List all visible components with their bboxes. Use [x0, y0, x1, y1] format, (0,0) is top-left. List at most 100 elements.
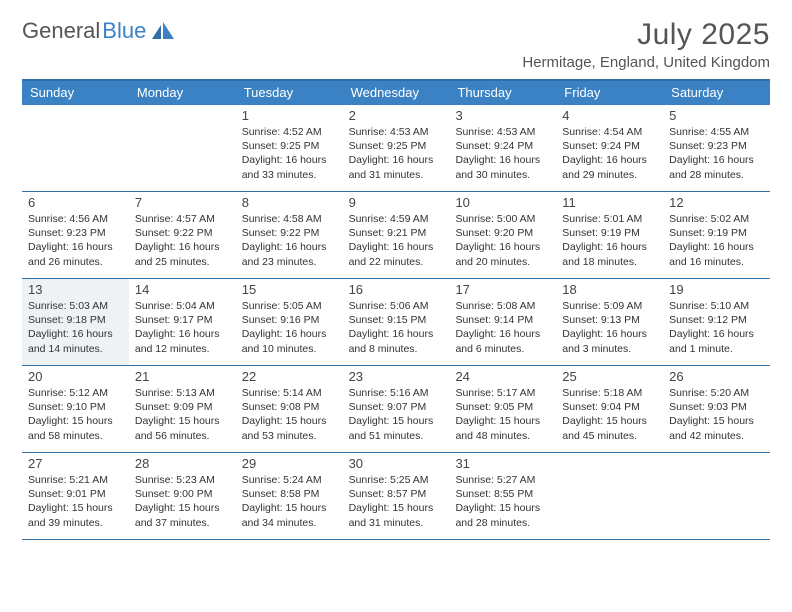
sunset-text: Sunset: 9:25 PM [242, 139, 337, 153]
daylight-line2: and 1 minute. [669, 342, 764, 356]
daylight-line2: and 28 minutes. [669, 168, 764, 182]
day-cell: 22Sunrise: 5:14 AMSunset: 9:08 PMDayligh… [236, 366, 343, 452]
sunset-text: Sunset: 9:18 PM [28, 313, 123, 327]
sunrise-text: Sunrise: 4:53 AM [455, 125, 550, 139]
sunrise-text: Sunrise: 5:10 AM [669, 299, 764, 313]
sunrise-text: Sunrise: 5:24 AM [242, 473, 337, 487]
week-row: 6Sunrise: 4:56 AMSunset: 9:23 PMDaylight… [22, 192, 770, 279]
daylight-line1: Daylight: 16 hours [455, 327, 550, 341]
daylight-line2: and 14 minutes. [28, 342, 123, 356]
sunrise-text: Sunrise: 5:09 AM [562, 299, 657, 313]
daylight-line1: Daylight: 16 hours [28, 240, 123, 254]
daylight-line1: Daylight: 15 hours [135, 414, 230, 428]
daylight-line2: and 34 minutes. [242, 516, 337, 530]
daylight-line2: and 56 minutes. [135, 429, 230, 443]
day-number: 13 [28, 282, 123, 297]
header-tuesday: Tuesday [236, 81, 343, 105]
day-cell: 19Sunrise: 5:10 AMSunset: 9:12 PMDayligh… [663, 279, 770, 365]
week-row: 13Sunrise: 5:03 AMSunset: 9:18 PMDayligh… [22, 279, 770, 366]
daylight-line2: and 8 minutes. [349, 342, 444, 356]
daylight-line2: and 20 minutes. [455, 255, 550, 269]
daylight-line2: and 26 minutes. [28, 255, 123, 269]
calendar-header-row: Sunday Monday Tuesday Wednesday Thursday… [22, 81, 770, 105]
daylight-line1: Daylight: 16 hours [562, 153, 657, 167]
sunset-text: Sunset: 9:09 PM [135, 400, 230, 414]
day-cell: 2Sunrise: 4:53 AMSunset: 9:25 PMDaylight… [343, 105, 450, 191]
day-number: 8 [242, 195, 337, 210]
day-number: 19 [669, 282, 764, 297]
day-number: 4 [562, 108, 657, 123]
daylight-line2: and 53 minutes. [242, 429, 337, 443]
daylight-line1: Daylight: 15 hours [242, 501, 337, 515]
sunrise-text: Sunrise: 4:52 AM [242, 125, 337, 139]
day-cell [129, 105, 236, 191]
daylight-line2: and 31 minutes. [349, 516, 444, 530]
sunset-text: Sunset: 9:21 PM [349, 226, 444, 240]
sunrise-text: Sunrise: 4:55 AM [669, 125, 764, 139]
sunset-text: Sunset: 9:24 PM [562, 139, 657, 153]
day-cell: 17Sunrise: 5:08 AMSunset: 9:14 PMDayligh… [449, 279, 556, 365]
sunrise-text: Sunrise: 5:12 AM [28, 386, 123, 400]
day-cell: 18Sunrise: 5:09 AMSunset: 9:13 PMDayligh… [556, 279, 663, 365]
sunrise-text: Sunrise: 5:20 AM [669, 386, 764, 400]
daylight-line1: Daylight: 16 hours [669, 153, 764, 167]
day-cell: 31Sunrise: 5:27 AMSunset: 8:55 PMDayligh… [449, 453, 556, 539]
day-cell: 1Sunrise: 4:52 AMSunset: 9:25 PMDaylight… [236, 105, 343, 191]
sunrise-text: Sunrise: 5:06 AM [349, 299, 444, 313]
day-cell: 9Sunrise: 4:59 AMSunset: 9:21 PMDaylight… [343, 192, 450, 278]
sunrise-text: Sunrise: 5:18 AM [562, 386, 657, 400]
day-cell: 23Sunrise: 5:16 AMSunset: 9:07 PMDayligh… [343, 366, 450, 452]
daylight-line2: and 39 minutes. [28, 516, 123, 530]
sunrise-text: Sunrise: 4:56 AM [28, 212, 123, 226]
sunset-text: Sunset: 9:14 PM [455, 313, 550, 327]
week-row: 1Sunrise: 4:52 AMSunset: 9:25 PMDaylight… [22, 105, 770, 192]
sunrise-text: Sunrise: 5:23 AM [135, 473, 230, 487]
day-cell: 25Sunrise: 5:18 AMSunset: 9:04 PMDayligh… [556, 366, 663, 452]
sunrise-text: Sunrise: 5:21 AM [28, 473, 123, 487]
day-cell: 8Sunrise: 4:58 AMSunset: 9:22 PMDaylight… [236, 192, 343, 278]
day-number: 24 [455, 369, 550, 384]
sunrise-text: Sunrise: 5:04 AM [135, 299, 230, 313]
daylight-line2: and 45 minutes. [562, 429, 657, 443]
day-number: 20 [28, 369, 123, 384]
month-title: July 2025 [522, 18, 770, 52]
sunrise-text: Sunrise: 5:02 AM [669, 212, 764, 226]
day-cell: 28Sunrise: 5:23 AMSunset: 9:00 PMDayligh… [129, 453, 236, 539]
daylight-line1: Daylight: 15 hours [455, 414, 550, 428]
sunrise-text: Sunrise: 5:00 AM [455, 212, 550, 226]
week-row: 27Sunrise: 5:21 AMSunset: 9:01 PMDayligh… [22, 453, 770, 540]
day-cell: 5Sunrise: 4:55 AMSunset: 9:23 PMDaylight… [663, 105, 770, 191]
daylight-line2: and 12 minutes. [135, 342, 230, 356]
day-number: 18 [562, 282, 657, 297]
day-cell: 11Sunrise: 5:01 AMSunset: 9:19 PMDayligh… [556, 192, 663, 278]
daylight-line1: Daylight: 16 hours [349, 327, 444, 341]
sunrise-text: Sunrise: 4:53 AM [349, 125, 444, 139]
sunset-text: Sunset: 9:20 PM [455, 226, 550, 240]
brand-part2: Blue [102, 18, 146, 44]
day-cell: 29Sunrise: 5:24 AMSunset: 8:58 PMDayligh… [236, 453, 343, 539]
daylight-line1: Daylight: 16 hours [669, 327, 764, 341]
sunset-text: Sunset: 9:15 PM [349, 313, 444, 327]
daylight-line2: and 10 minutes. [242, 342, 337, 356]
day-number: 5 [669, 108, 764, 123]
location-text: Hermitage, England, United Kingdom [522, 54, 770, 71]
day-number: 23 [349, 369, 444, 384]
sunrise-text: Sunrise: 5:14 AM [242, 386, 337, 400]
sunrise-text: Sunrise: 5:25 AM [349, 473, 444, 487]
sunset-text: Sunset: 9:13 PM [562, 313, 657, 327]
day-cell: 14Sunrise: 5:04 AMSunset: 9:17 PMDayligh… [129, 279, 236, 365]
header-monday: Monday [129, 81, 236, 105]
brand-part1: General [22, 18, 100, 44]
daylight-line1: Daylight: 15 hours [28, 414, 123, 428]
day-number: 17 [455, 282, 550, 297]
daylight-line2: and 23 minutes. [242, 255, 337, 269]
day-cell: 16 Sunrise: 5:06 AMSunset: 9:15 PMDayligh… [343, 279, 450, 365]
day-cell [663, 453, 770, 539]
daylight-line1: Daylight: 15 hours [135, 501, 230, 515]
day-number: 16 [349, 282, 444, 297]
sunset-text: Sunset: 8:57 PM [349, 487, 444, 501]
sunset-text: Sunset: 9:04 PM [562, 400, 657, 414]
header-thursday: Thursday [449, 81, 556, 105]
sunset-text: Sunset: 9:10 PM [28, 400, 123, 414]
day-number: 15 [242, 282, 337, 297]
